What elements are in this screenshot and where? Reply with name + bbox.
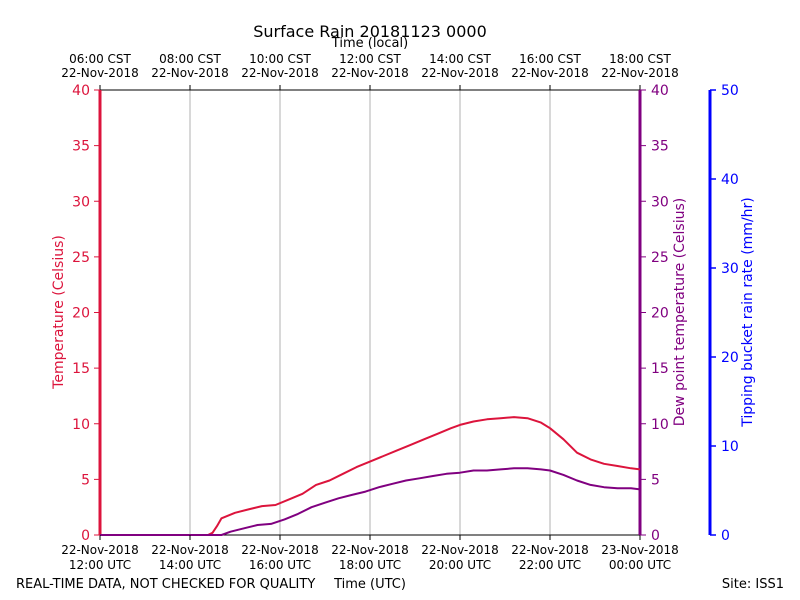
bottom-axis-title: Time (UTC) bbox=[333, 577, 406, 592]
dewpoint-tick-label: 35 bbox=[651, 139, 669, 155]
top-tick-time: 10:00 CST bbox=[249, 52, 311, 66]
temperature-axis-label: Temperature (Celsius) bbox=[51, 235, 67, 390]
dewpoint-tick-label: 10 bbox=[651, 417, 669, 433]
rain-rate-tick-label: 50 bbox=[721, 83, 739, 99]
dewpoint-tick-label: 15 bbox=[651, 361, 669, 377]
footer-quality-note: REAL-TIME DATA, NOT CHECKED FOR QUALITY bbox=[16, 577, 315, 592]
bottom-tick-date: 22-Nov-2018 bbox=[61, 543, 139, 557]
bottom-tick-date: 22-Nov-2018 bbox=[241, 543, 319, 557]
temperature-tick-label: 30 bbox=[72, 194, 90, 210]
dewpoint-tick-label: 5 bbox=[651, 472, 660, 488]
dewpoint-axis-label: Dew point temperature (Celsius) bbox=[672, 198, 688, 426]
bottom-tick-date: 22-Nov-2018 bbox=[421, 543, 499, 557]
temperature-tick-label: 40 bbox=[72, 83, 90, 99]
temperature-series-line bbox=[100, 416, 641, 536]
series-layer bbox=[100, 416, 641, 536]
top-axis-title: Time (local) bbox=[331, 36, 408, 51]
bottom-tick-time: 12:00 UTC bbox=[69, 558, 131, 572]
rain-rate-axis-label: Tipping bucket rain rate (mm/hr) bbox=[740, 197, 756, 427]
temperature-tick-label: 5 bbox=[81, 472, 90, 488]
top-tick-date: 22-Nov-2018 bbox=[241, 66, 319, 80]
top-tick-time: 12:00 CST bbox=[339, 52, 401, 66]
temperature-tick-label: 15 bbox=[72, 361, 90, 377]
rain-rate-tick-label: 0 bbox=[721, 528, 730, 544]
bottom-tick-time: 16:00 UTC bbox=[249, 558, 311, 572]
rain-rate-tick-label: 20 bbox=[721, 350, 739, 366]
bottom-tick-time: 18:00 UTC bbox=[339, 558, 401, 572]
bottom-tick-time: 22:00 UTC bbox=[519, 558, 581, 572]
temperature-tick-label: 0 bbox=[81, 528, 90, 544]
dewpoint-tick-label: 20 bbox=[651, 306, 669, 322]
top-tick-date: 22-Nov-2018 bbox=[331, 66, 409, 80]
top-tick-time: 06:00 CST bbox=[69, 52, 131, 66]
bottom-tick-date: 22-Nov-2018 bbox=[151, 543, 229, 557]
rain-rate-tick-label: 30 bbox=[721, 261, 739, 277]
top-tick-time: 16:00 CST bbox=[519, 52, 581, 66]
grid-lines bbox=[189, 90, 551, 535]
top-tick-date: 22-Nov-2018 bbox=[421, 66, 499, 80]
footer-site: Site: ISS1 bbox=[722, 577, 784, 592]
bottom-tick-time: 00:00 UTC bbox=[609, 558, 671, 572]
dew-point-series-line bbox=[100, 467, 641, 536]
bottom-tick-date: 22-Nov-2018 bbox=[331, 543, 409, 557]
top-tick-time: 08:00 CST bbox=[159, 52, 221, 66]
dewpoint-tick-label: 0 bbox=[651, 528, 660, 544]
rain-rate-tick-label: 40 bbox=[721, 172, 739, 188]
temperature-tick-label: 10 bbox=[72, 417, 90, 433]
chart-title: Surface Rain 20181123 0000 bbox=[253, 22, 487, 41]
rain-rate-tick-label: 10 bbox=[721, 439, 739, 455]
dewpoint-tick-label: 25 bbox=[651, 250, 669, 266]
bottom-tick-time: 20:00 UTC bbox=[429, 558, 491, 572]
dewpoint-tick-label: 40 bbox=[651, 83, 669, 99]
top-tick-date: 22-Nov-2018 bbox=[151, 66, 229, 80]
top-tick-time: 18:00 CST bbox=[609, 52, 671, 66]
bottom-tick-date: 22-Nov-2018 bbox=[511, 543, 589, 557]
dewpoint-tick-label: 30 bbox=[651, 194, 669, 210]
top-tick-date: 22-Nov-2018 bbox=[601, 66, 679, 80]
top-tick-date: 22-Nov-2018 bbox=[511, 66, 589, 80]
bottom-tick-date: 23-Nov-2018 bbox=[601, 543, 679, 557]
bottom-tick-time: 14:00 UTC bbox=[159, 558, 221, 572]
temperature-tick-label: 20 bbox=[72, 306, 90, 322]
temperature-tick-label: 35 bbox=[72, 139, 90, 155]
top-tick-date: 22-Nov-2018 bbox=[61, 66, 139, 80]
temperature-tick-label: 25 bbox=[72, 250, 90, 266]
top-tick-time: 14:00 CST bbox=[429, 52, 491, 66]
